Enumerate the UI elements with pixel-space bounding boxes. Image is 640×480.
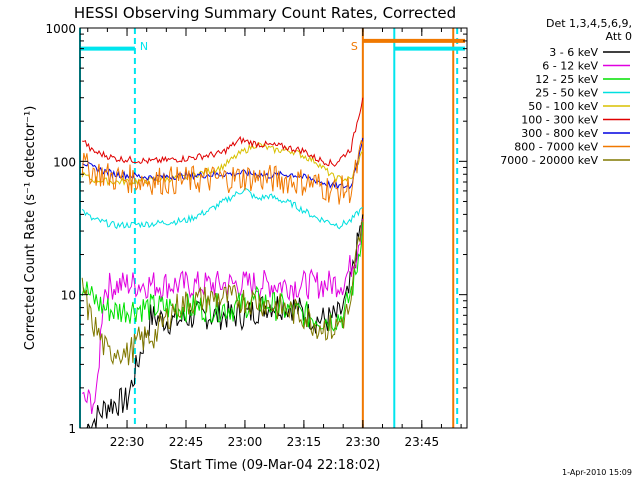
y-tick-label: 10 (61, 289, 76, 303)
x-axis-label: Start Time (09-Mar-04 22:18:02) (170, 458, 381, 473)
legend-label: 50 - 100 keV (528, 100, 598, 113)
y-tick-label: 1 (68, 422, 76, 436)
legend-label: 100 - 300 keV (521, 114, 598, 127)
legend-label: 300 - 800 keV (521, 127, 598, 140)
series-line (86, 214, 364, 429)
y-tick-label: 100 (53, 155, 76, 169)
plot-frame (79, 27, 468, 429)
series-line (81, 140, 364, 205)
series-line (82, 97, 364, 167)
x-tick-label: 22:45 (169, 435, 204, 449)
legend-label: 3 - 6 keV (549, 46, 598, 59)
series-line (81, 218, 364, 414)
y-axis: 1 10 100 1000 (45, 22, 467, 436)
chart-title: HESSI Observing Summary Count Rates, Cor… (74, 4, 456, 22)
y-axis-label: Corrected Count Rate (s⁻¹ detector⁻¹) (23, 106, 38, 351)
legend-label: 25 - 50 keV (535, 87, 598, 100)
x-tick-label: 23:30 (346, 435, 381, 449)
legend-label: 12 - 25 keV (535, 73, 598, 86)
series-line (81, 187, 363, 230)
legend-header-line-2: Att 0 (606, 30, 632, 43)
x-tick-label: 22:30 (110, 435, 145, 449)
legend-label: 6 - 12 keV (542, 60, 598, 73)
marker-label: S (351, 40, 358, 53)
marker-label: N (140, 40, 148, 53)
x-tick-label: 23:15 (287, 435, 322, 449)
legend-header-line-1: Det 1,3,4,5,6,9, (546, 17, 632, 30)
series-line (81, 220, 364, 366)
x-axis: 22:30 22:45 23:00 23:15 23:30 23:45 (87, 28, 462, 449)
x-tick-label: 23:45 (405, 435, 440, 449)
series-line (81, 222, 364, 332)
legend-label: 7000 - 20000 keV (500, 154, 598, 167)
y-tick-label: 1000 (45, 22, 76, 36)
x-tick-label: 23:00 (228, 435, 263, 449)
legend-label: 800 - 7000 keV (514, 141, 598, 154)
timestamp: 1-Apr-2010 15:09 (562, 468, 632, 477)
